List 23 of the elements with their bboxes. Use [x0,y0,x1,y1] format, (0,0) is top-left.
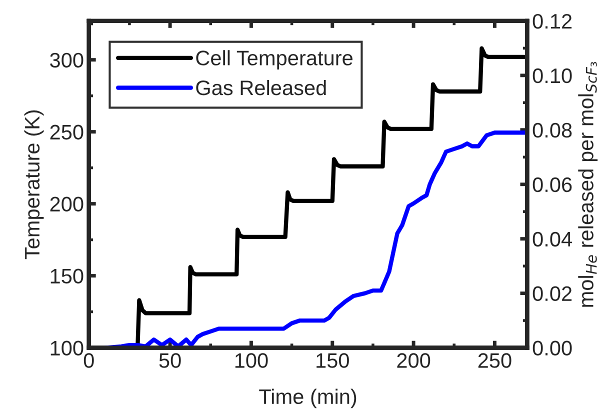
y-tick-label: 200 [50,196,84,212]
legend-label: Cell Temperature [196,50,352,70]
x-tick-label: 50 [159,353,181,368]
y2-tick-label: 0.06 [532,177,572,192]
y-tick-label: 150 [50,268,84,284]
x-tick-label: 150 [316,353,349,368]
x-tick-label: 100 [235,353,268,368]
y2-tick-label: 0.10 [532,68,572,84]
y2-tick-label: 0.12 [532,14,572,29]
x-tick-label: 0 [84,353,94,368]
x-tick-label: 250 [478,353,512,368]
y2-tick-label: 0.08 [532,122,572,138]
y2-tick-label: 0.02 [532,286,572,302]
y2-tick-label: 0.00 [532,340,572,356]
x-tick-label: 200 [397,353,430,368]
y-tick-label: 250 [50,124,84,140]
y-tick-label: 100 [50,340,84,356]
y-tick-label: 300 [50,52,84,68]
y-axis-title: Temperature (K) [24,110,44,260]
x-axis-title: Time (min) [259,388,356,408]
legend-label: Gas Released [196,80,326,96]
y2-axis-title: mol$_{He}$ released per mol$_{ScF₃}$ [578,62,598,307]
y2-tick-label: 0.04 [532,232,572,247]
